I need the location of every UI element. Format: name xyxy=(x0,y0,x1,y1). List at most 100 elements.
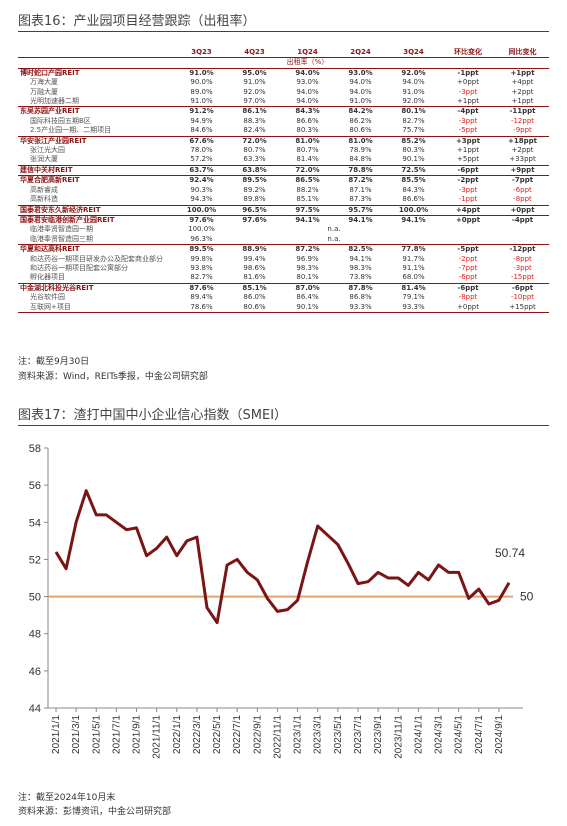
table-cell-name: 建信中关村REIT xyxy=(18,164,175,176)
table-header-1q24: 1Q24 xyxy=(281,48,334,59)
table-cell-qoq: +0ppt xyxy=(440,214,496,226)
table-cell-value: 89.8% xyxy=(243,195,266,204)
table-cell-qoq: -1ppt xyxy=(458,195,478,204)
y-tick-label: 44 xyxy=(29,703,41,715)
table-cell-value: 84.3% xyxy=(402,185,425,194)
table-cell-value: 87.0% xyxy=(281,282,334,294)
table-cell-value: 86.2% xyxy=(349,116,372,125)
table-cell-qoq: -3ppt xyxy=(458,185,478,194)
table-cell-value: 82.7% xyxy=(190,273,213,282)
table-cell-qoq: -6ppt xyxy=(440,282,496,294)
table-cell-value: 96.9% xyxy=(296,254,319,263)
table-cell-value: 72.0% xyxy=(281,164,334,176)
table-cell-value: 94.0% xyxy=(281,67,334,79)
table-cell-value: 92.0% xyxy=(402,97,425,106)
table-cell-value: 86.6% xyxy=(402,195,425,204)
table-cell-name: 华夏合肥高新REIT xyxy=(18,175,175,186)
table-row-asset: 和达药谷一期项目配套公寓部分 93.8% 98.6% 98.3% 98.3% 91.1% -… xyxy=(18,264,549,273)
table-cell-value: 89.0% xyxy=(190,87,213,96)
figure17-source: 资料来源：彭博资讯，中金公司研究部 xyxy=(18,807,172,817)
table-cell-value: 94.1% xyxy=(281,214,334,226)
table-cell-qoq: -3ppt xyxy=(458,87,478,96)
table-cell-value: 90.1% xyxy=(402,155,425,164)
table-cell-value: 96.5% xyxy=(228,204,281,216)
x-tick-label: 2021/3/1 xyxy=(71,715,82,754)
table-cell-value: 85.1% xyxy=(296,195,319,204)
table-cell-value: 63.7% xyxy=(175,164,228,176)
table-cell-yoy: -9ppt xyxy=(513,126,532,135)
table-cell-value: 81.0% xyxy=(281,135,334,147)
smei-line-chart: 44 46 48 50 52 54 56 58 50 50.74 2021/1/1 2021/3/1 2… xyxy=(29,443,534,759)
table-row-fund: 华夏和达高科REIT 89.5% 88.9% 87.2% 82.5% 77.8% -5ppt… xyxy=(18,244,549,255)
table-row-fund: 东吴苏园产业REIT 91.2% 86.1% 84.3% 84.2% 80.1% -4ppt… xyxy=(18,106,549,117)
table-cell-qoq: -4ppt xyxy=(440,106,496,117)
table-cell-value: 87.1% xyxy=(349,185,372,194)
table-cell-name: 博时蛇口产园REIT xyxy=(18,67,175,79)
table-cell-value: 82.4% xyxy=(243,126,266,135)
table-cell-value: 78.8% xyxy=(334,164,387,176)
table-header-4q23: 4Q23 xyxy=(228,48,281,59)
x-tick-label: 2021/5/1 xyxy=(91,715,102,754)
table-cell-name: 万融大厦 xyxy=(30,87,58,96)
table-cell-value: 87.6% xyxy=(175,282,228,294)
table-cell-value: 86.4% xyxy=(296,293,319,302)
table-cell-value: 87.8% xyxy=(334,282,387,294)
table-row-asset: 国际科技园五期B区 94.9% 88.3% 86.6% 86.2% 82.7% -3ppt -… xyxy=(18,117,549,126)
x-tick-label: 2022/5/1 xyxy=(212,715,223,754)
table-cell-yoy: +0ppt xyxy=(496,204,549,216)
table-cell-value: 63.8% xyxy=(228,164,281,176)
table-cell-value: 77.8% xyxy=(387,244,440,255)
x-tick-label: 2024/1/1 xyxy=(413,715,424,754)
table-row-asset: 光谷软件园 89.4% 86.0% 86.4% 86.8% 79.1% -8ppt -10pp… xyxy=(18,293,549,302)
table-cell-yoy: -7ppt xyxy=(496,175,549,186)
table-cell-value: 99.4% xyxy=(243,254,266,263)
table-cell-yoy: +2ppt xyxy=(511,146,534,155)
table-header-qoq: 环比变化 xyxy=(440,48,496,59)
table-subheader: 出租率（%） xyxy=(175,57,440,69)
table-cell-qoq: -6ppt xyxy=(440,164,496,176)
table-row-asset: 高新睿成 90.3% 89.2% 88.2% 87.1% 84.3% -3ppt -6ppt xyxy=(18,186,549,195)
table-cell-value: 89.5% xyxy=(228,175,281,186)
table-cell-name: 光谷软件园 xyxy=(30,293,65,302)
table-cell-qoq: -5ppt xyxy=(458,126,478,135)
x-tick-label: 2023/1/1 xyxy=(293,715,304,754)
table-cell-qoq xyxy=(440,235,496,245)
x-tick-label: 2023/7/1 xyxy=(353,715,364,754)
table-cell-value: 75.7% xyxy=(402,126,425,135)
table-header-yoy: 同比变化 xyxy=(496,48,549,59)
y-tick-label: 56 xyxy=(29,480,41,492)
table-cell-value: 63.3% xyxy=(243,155,266,164)
table-cell-yoy: +1ppt xyxy=(511,97,534,106)
table-cell-value: 79.1% xyxy=(402,293,425,302)
table-cell-value: 91.0% xyxy=(243,78,266,87)
table-cell-value: 89.5% xyxy=(175,244,228,255)
table-cell-value: 92.4% xyxy=(175,175,228,186)
table-cell-qoq: -1ppt xyxy=(440,67,496,79)
table-cell-yoy: +4ppt xyxy=(511,78,534,87)
table-header-2q24: 2Q24 xyxy=(334,48,387,59)
table-cell-value: 100.0% xyxy=(188,225,215,234)
table-cell-value: 94.0% xyxy=(349,87,372,96)
table-cell-value: 78.6% xyxy=(175,302,228,313)
table-cell-value: 72.0% xyxy=(228,135,281,147)
table-row-asset: 和达药谷一期项目研发办公及配套商业部分 99.8% 99.4% 96.9% 94.1% 9… xyxy=(18,255,549,264)
table-cell-value: 81.0% xyxy=(334,135,387,147)
table-cell-value: 97.6% xyxy=(228,214,281,226)
table-cell-value: 80.3% xyxy=(296,126,319,135)
table-cell-value: 68.0% xyxy=(402,273,425,282)
occupancy-table: 3Q23 4Q23 1Q24 2Q24 3Q24 环比变化 同比变化 出租率（%… xyxy=(18,48,549,313)
table-cell-value: 91.7% xyxy=(402,254,425,263)
figure16-note: 注：截至9月30日 xyxy=(18,357,90,367)
table-cell-value: 73.8% xyxy=(349,273,372,282)
table-cell-qoq: -7ppt xyxy=(458,263,478,272)
table-cell-value: 78.9% xyxy=(349,146,372,155)
table-cell-value: 89.4% xyxy=(190,293,213,302)
table-cell-na: n.a. xyxy=(327,234,341,243)
x-tick-label: 2024/3/1 xyxy=(434,715,445,754)
x-tick-label: 2022/3/1 xyxy=(192,715,203,754)
table-cell-value: 88.2% xyxy=(296,185,319,194)
table-cell-value: 86.5% xyxy=(281,175,334,186)
table-row-asset: 临港奉贤智造园一期 100.0% n.a. xyxy=(18,225,549,234)
table-cell-value: 84.8% xyxy=(349,155,372,164)
table-cell-value: 94.1% xyxy=(349,254,372,263)
